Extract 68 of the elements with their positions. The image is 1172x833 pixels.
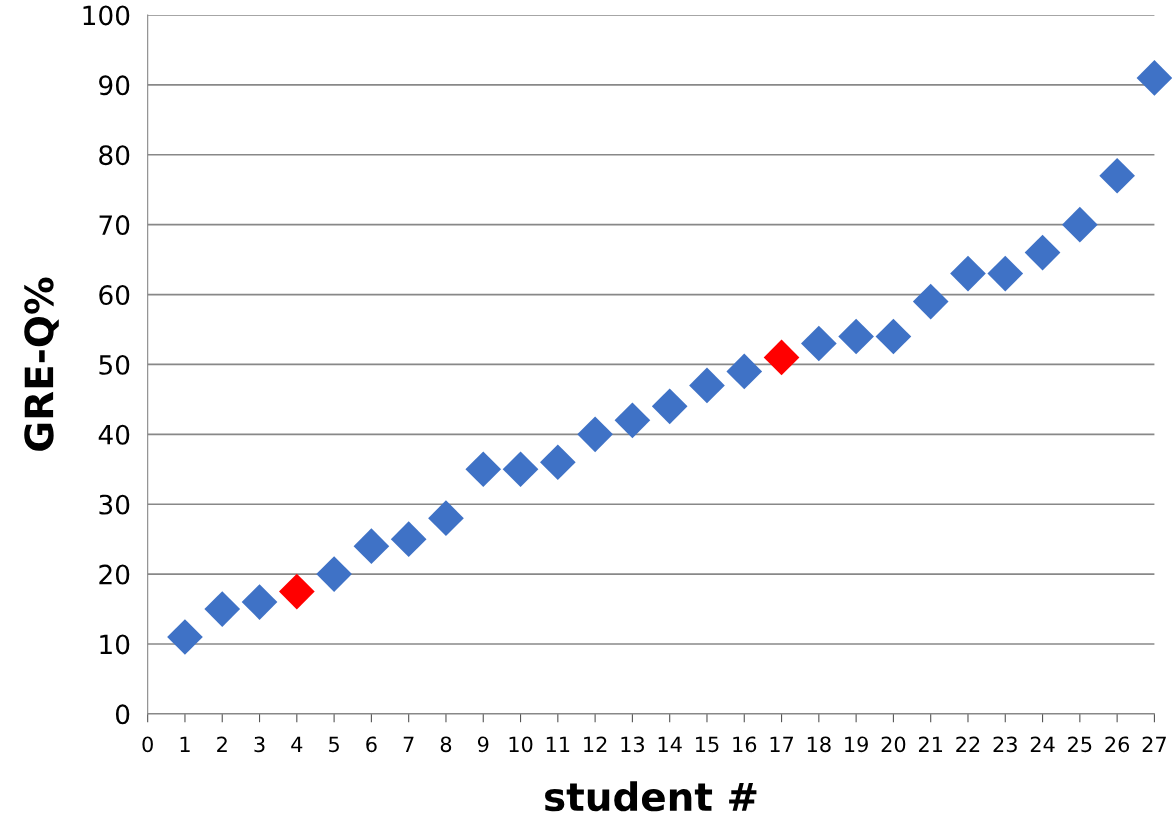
point <box>539 444 576 481</box>
point <box>577 416 613 453</box>
y-tick-label: 10 <box>100 634 130 655</box>
x-tick-label: 14 <box>658 736 682 752</box>
point <box>1024 234 1061 271</box>
point <box>316 556 352 592</box>
x-tick-label: 1 <box>180 736 190 752</box>
x-tick-label: 2 <box>217 736 227 752</box>
x-tick-label: 11 <box>546 736 570 752</box>
x-tick-label: 22 <box>956 736 980 752</box>
x-tick-label: 15 <box>696 736 719 753</box>
x-tick-label: 6 <box>366 736 377 753</box>
x-tick-label: 19 <box>845 736 868 753</box>
point <box>651 388 688 425</box>
point <box>838 318 874 355</box>
point <box>428 500 464 537</box>
point <box>987 255 1024 292</box>
x-tick-label: 18 <box>807 736 831 753</box>
y-tick-label: 20 <box>99 564 130 585</box>
point <box>353 528 390 564</box>
x-tick-label: 13 <box>621 736 644 753</box>
x-tick-label: 26 <box>1105 736 1130 753</box>
x-tick-label: 10 <box>509 736 533 753</box>
point <box>1062 206 1098 243</box>
point <box>1136 60 1172 96</box>
x-tick-label: 7 <box>403 736 414 752</box>
x-axis-title: student # <box>545 781 757 812</box>
point <box>875 318 912 355</box>
y-tick-label: 60 <box>99 284 130 305</box>
x-tick-label: 27 <box>1142 736 1166 752</box>
x-tick-label: 24 <box>1030 736 1055 752</box>
x-tick-label: 12 <box>584 736 607 752</box>
x-tick-label: 9 <box>477 736 489 753</box>
point <box>390 521 427 557</box>
point <box>167 619 203 655</box>
y-tick-label: 30 <box>99 494 130 515</box>
x-tick-label: 0 <box>142 736 153 753</box>
x-tick-label: 4 <box>291 736 303 752</box>
point <box>763 339 800 376</box>
x-tick-label: 23 <box>993 736 1017 753</box>
point <box>801 325 837 362</box>
x-tick-label: 17 <box>770 736 794 752</box>
point <box>614 402 651 439</box>
x-tick-label: 21 <box>918 736 943 752</box>
point <box>726 353 763 390</box>
y-tick-label: 90 <box>99 75 130 96</box>
y-tick-label: 50 <box>99 354 130 375</box>
y-tick-label: 0 <box>115 704 130 725</box>
y-tick-label: 70 <box>99 215 130 236</box>
x-tick-label: 3 <box>254 736 265 753</box>
x-tick-label: 5 <box>329 736 339 753</box>
point <box>1099 157 1135 194</box>
point <box>278 573 315 610</box>
point <box>465 451 502 488</box>
point <box>950 255 986 292</box>
x-tick-label: 20 <box>881 736 906 753</box>
point <box>502 451 539 488</box>
y-axis-title: GRE-Q% <box>24 277 59 451</box>
y-tick-label: 40 <box>98 424 130 445</box>
y-tick-label: 100 <box>83 5 130 26</box>
y-tick-label: 80 <box>99 145 130 166</box>
x-tick-label: 16 <box>733 736 757 753</box>
point <box>689 367 725 404</box>
x-tick-label: 8 <box>440 736 452 753</box>
x-tick-label: 25 <box>1068 736 1092 753</box>
point <box>204 591 241 627</box>
point <box>912 283 949 320</box>
point <box>241 584 278 620</box>
